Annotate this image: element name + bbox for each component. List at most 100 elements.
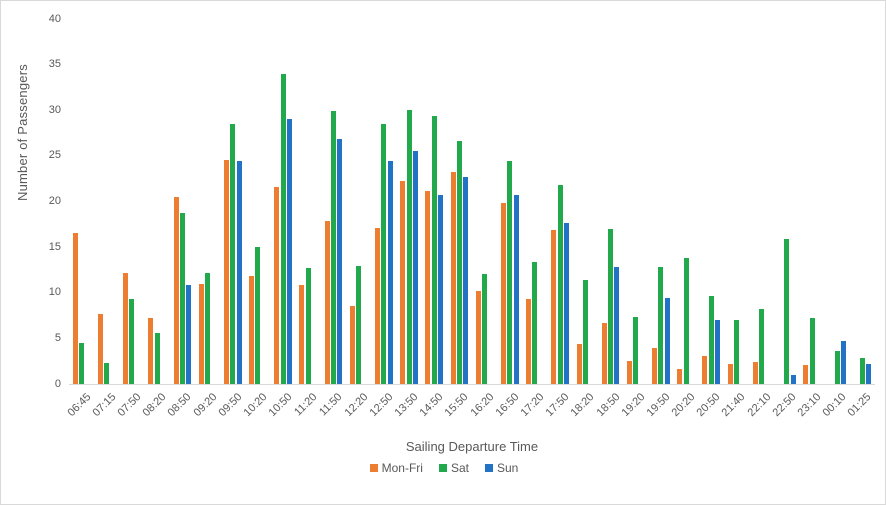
bar-sat-1620 xyxy=(482,273,488,384)
bar-sat-1220 xyxy=(356,266,362,384)
bar-sat-1550 xyxy=(456,141,462,384)
bar-mon-fri-0950 xyxy=(223,160,229,384)
legend: Mon-Fri Sat Sun xyxy=(1,461,885,475)
bar-sun-1150 xyxy=(337,139,343,384)
bar-sat-2250 xyxy=(784,238,790,384)
x-tick-label: 16:20 xyxy=(468,391,497,419)
bar-sun-0125 xyxy=(866,363,872,384)
bar-sat-1150 xyxy=(330,111,336,384)
bar-sat-1450 xyxy=(431,115,437,384)
x-tick-label: 12:20 xyxy=(342,391,371,419)
x-tick-label: 22:50 xyxy=(770,391,799,419)
bar-sat-1350 xyxy=(406,110,412,384)
legend-item-sun: Sun xyxy=(485,461,518,475)
x-tick-label: 21:40 xyxy=(720,391,748,419)
x-tick-label: 18:20 xyxy=(568,391,597,419)
bar-sun-1850 xyxy=(614,267,620,384)
x-tick-label: 13:50 xyxy=(392,391,421,419)
bar-mon-fri-2310 xyxy=(803,364,809,384)
bar-sat-1250 xyxy=(381,123,387,384)
x-tick-label: 22:10 xyxy=(745,391,774,419)
bar-mon-fri-2050 xyxy=(702,355,708,384)
y-tick-label: 15 xyxy=(48,240,61,253)
bar-sun-1250 xyxy=(387,161,393,384)
bar-mon-fri-0715 xyxy=(97,313,103,384)
x-tick-label: 11:50 xyxy=(317,391,345,419)
x-tick-label: 08:20 xyxy=(140,391,169,419)
bar-sun-1650 xyxy=(513,195,519,384)
x-tick-label: 09:20 xyxy=(191,391,220,419)
x-axis-title: Sailing Departure Time xyxy=(405,439,539,454)
legend-label: Sun xyxy=(497,461,519,475)
x-tick-label: 08:50 xyxy=(165,391,194,419)
bar-sat-0715 xyxy=(104,363,110,384)
bar-sun-1450 xyxy=(438,195,444,384)
bar-mon-fri-2210 xyxy=(752,362,758,384)
y-tick-label: 40 xyxy=(48,12,61,25)
bar-mon-fri-0750 xyxy=(123,272,129,384)
bar-sun-1550 xyxy=(463,176,469,384)
y-tick-label: 25 xyxy=(48,149,61,162)
x-tick-label: 20:20 xyxy=(669,391,698,419)
bar-sun-0950 xyxy=(236,161,242,384)
bar-sat-1120 xyxy=(305,268,311,384)
bar-mon-fri-1120 xyxy=(299,284,305,384)
bar-sat-0850 xyxy=(179,213,185,384)
bar-sat-0645 xyxy=(79,342,85,384)
bar-mon-fri-1150 xyxy=(324,220,330,384)
x-tick-label: 06:45 xyxy=(65,391,94,419)
legend-swatch-icon xyxy=(485,464,493,472)
bar-sun-2050 xyxy=(715,320,721,384)
bar-sat-0010 xyxy=(834,351,840,384)
bar-sun-1950 xyxy=(664,298,670,384)
bar-sun-0010 xyxy=(841,341,847,384)
y-tick-label: 30 xyxy=(48,103,61,116)
x-tick-label: 17:50 xyxy=(543,391,572,419)
bar-sat-1750 xyxy=(557,185,563,384)
bar-sat-2050 xyxy=(708,295,714,384)
x-tick-label: 14:50 xyxy=(417,391,446,419)
x-tick-label: 18:50 xyxy=(594,391,623,419)
bar-sat-2210 xyxy=(759,309,765,384)
bar-mon-fri-2140 xyxy=(727,363,733,384)
y-tick-label: 20 xyxy=(48,195,61,207)
x-tick-label: 19:20 xyxy=(619,391,648,419)
bar-sat-1720 xyxy=(532,261,538,384)
bar-sun-1750 xyxy=(563,222,569,384)
bar-sat-0820 xyxy=(154,332,160,384)
x-tick-label: 07:15 xyxy=(90,391,119,419)
bar-sat-1650 xyxy=(507,161,513,384)
bar-mon-fri-1020 xyxy=(249,276,255,384)
legend-swatch-icon xyxy=(438,464,447,472)
x-tick-label: 12:50 xyxy=(367,391,396,419)
plot-area: 0 5 10 15 20 25 30 35 40 06:45 07:15 07:50 08:20 08:5… xyxy=(49,13,875,419)
bar-sat-2310 xyxy=(809,318,815,384)
bar-mon-fri-1920 xyxy=(626,361,632,384)
bar-sat-0950 xyxy=(230,123,236,384)
x-tick-label: 16:50 xyxy=(493,391,522,419)
x-tick-label: 09:50 xyxy=(216,391,245,419)
bar-mon-fri-2020 xyxy=(677,369,683,384)
x-tick-label: 15:50 xyxy=(442,391,471,419)
legend-item-mon-fri: Mon-Fri xyxy=(369,461,423,475)
bar-mon-fri-1650 xyxy=(500,203,506,384)
bar-mon-fri-1620 xyxy=(475,290,481,384)
bar-sat-1820 xyxy=(582,279,588,384)
x-tick-label: 19:50 xyxy=(644,391,673,419)
bar-sat-0750 xyxy=(129,299,135,384)
bar-sat-1020 xyxy=(255,247,261,384)
bar-sun-0850 xyxy=(186,285,192,384)
bar-mon-fri-1750 xyxy=(551,229,557,384)
bar-mon-fri-1350 xyxy=(400,181,406,384)
bar-mon-fri-1850 xyxy=(601,322,607,384)
bar-mon-fri-1450 xyxy=(425,190,431,384)
bar-sat-1950 xyxy=(658,267,664,384)
bar-sat-2140 xyxy=(733,320,739,384)
bar-mon-fri-1550 xyxy=(450,172,456,384)
legend-item-sat: Sat xyxy=(438,461,469,475)
bar-mon-fri-0820 xyxy=(148,318,154,384)
x-tick-label: 01:25 xyxy=(845,391,874,419)
x-tick-label: 20:50 xyxy=(694,391,723,419)
y-axis-title: Number of Passengers xyxy=(15,64,30,201)
